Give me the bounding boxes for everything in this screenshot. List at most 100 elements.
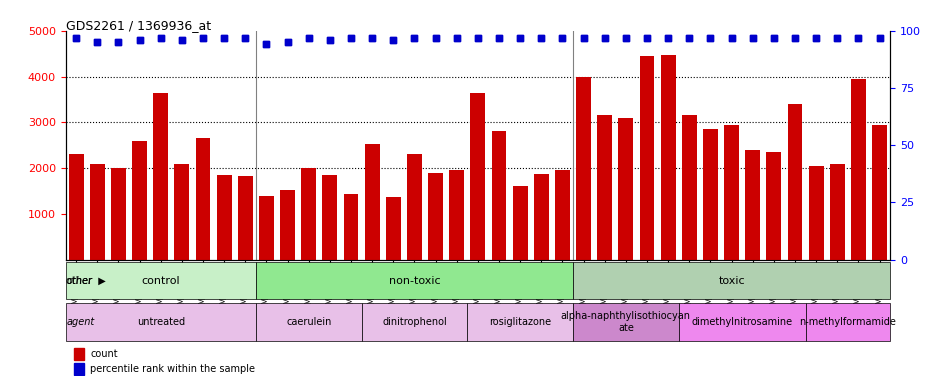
Bar [111, 168, 125, 260]
Point [90, 39, 105, 45]
Bar [512, 187, 527, 260]
Text: other  ▶: other ▶ [66, 276, 105, 286]
Point [448, 35, 463, 41]
Bar [428, 173, 443, 260]
Bar [576, 76, 591, 260]
Bar [196, 138, 211, 260]
Point [512, 35, 527, 41]
Point [364, 35, 379, 41]
Point [829, 35, 844, 41]
Point [322, 37, 337, 43]
Bar [470, 93, 485, 260]
Point [724, 35, 739, 41]
Bar [639, 56, 653, 260]
FancyBboxPatch shape [256, 303, 361, 341]
Point [744, 35, 759, 41]
FancyBboxPatch shape [467, 303, 573, 341]
FancyBboxPatch shape [805, 303, 889, 341]
Bar [766, 152, 781, 260]
Bar [850, 79, 865, 260]
Point [808, 35, 823, 41]
Bar [406, 154, 421, 260]
Bar [702, 129, 717, 260]
Point [196, 35, 211, 41]
Point [344, 35, 358, 41]
Text: alpha-naphthylisothiocyan
ate: alpha-naphthylisothiocyan ate [561, 311, 690, 333]
FancyBboxPatch shape [678, 303, 805, 341]
Text: untreated: untreated [137, 317, 184, 327]
FancyBboxPatch shape [573, 303, 678, 341]
Bar [322, 175, 337, 260]
Point [829, 35, 844, 41]
Text: rosiglitazone: rosiglitazone [489, 317, 550, 327]
Point [258, 41, 273, 48]
Bar [280, 190, 295, 260]
Point [300, 35, 315, 41]
Point [724, 35, 739, 41]
Point [238, 35, 253, 41]
Point [428, 35, 443, 41]
Point [491, 35, 506, 41]
Text: dimethylnitrosamine: dimethylnitrosamine [691, 317, 792, 327]
Point [786, 35, 801, 41]
Point [386, 37, 401, 43]
Bar [216, 175, 231, 260]
Point [428, 35, 443, 41]
Bar [68, 154, 83, 260]
Point [154, 35, 168, 41]
Bar [132, 141, 147, 260]
Point [534, 35, 548, 41]
Point [174, 37, 189, 43]
Point [448, 35, 463, 41]
Point [344, 35, 358, 41]
Bar [174, 164, 189, 260]
Point [681, 35, 696, 41]
Bar [386, 197, 401, 260]
Bar [681, 116, 696, 260]
Point [702, 35, 717, 41]
Point [576, 35, 591, 41]
Point [238, 35, 253, 41]
Bar [301, 168, 315, 260]
Point [406, 35, 421, 41]
Point [216, 35, 231, 41]
Point [216, 35, 231, 41]
Point [364, 35, 379, 41]
FancyBboxPatch shape [66, 262, 256, 299]
Point [110, 39, 125, 45]
Bar [258, 195, 273, 260]
Bar [344, 194, 358, 260]
Point [196, 35, 211, 41]
Point [322, 37, 337, 43]
Point [470, 35, 485, 41]
FancyBboxPatch shape [573, 262, 889, 299]
Bar [74, 363, 83, 375]
Point [660, 35, 675, 41]
Point [871, 35, 886, 41]
FancyBboxPatch shape [66, 303, 256, 341]
Bar [744, 150, 759, 260]
Point [850, 35, 865, 41]
Bar [74, 348, 83, 360]
Point [534, 35, 548, 41]
Text: agent: agent [66, 317, 95, 327]
Point [491, 35, 506, 41]
Point [744, 35, 759, 41]
Point [386, 37, 401, 43]
Point [576, 35, 591, 41]
Bar [829, 164, 843, 260]
Point [618, 35, 633, 41]
FancyBboxPatch shape [256, 262, 573, 299]
Bar [618, 118, 633, 260]
Point [554, 35, 569, 41]
Bar [238, 176, 253, 260]
Point [871, 35, 886, 41]
Point [154, 35, 168, 41]
Text: percentile rank within the sample: percentile rank within the sample [90, 364, 255, 374]
Point [618, 35, 633, 41]
Bar [154, 93, 168, 260]
Bar [724, 125, 739, 260]
Point [280, 39, 295, 45]
Point [174, 37, 189, 43]
Text: caerulein: caerulein [285, 317, 331, 327]
